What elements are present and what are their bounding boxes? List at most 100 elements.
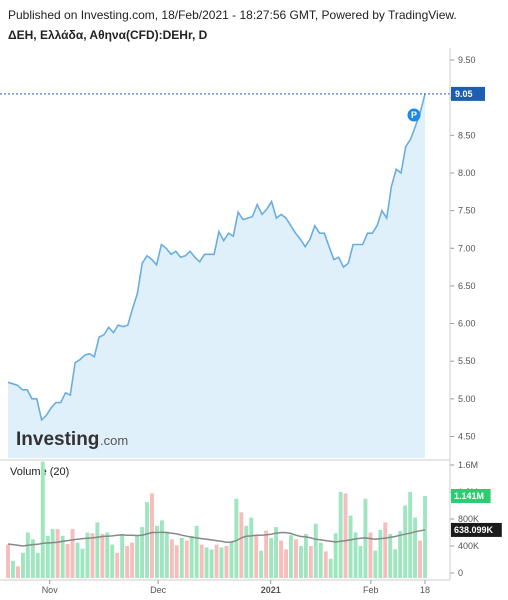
volume-bar [184,540,189,578]
price-line [7,93,426,422]
volume-axis[interactable]: 1.6M1.2M800K400K0 [450,460,479,578]
volume-bar [120,533,125,578]
volume-bar [403,505,408,578]
volume-bar [234,498,239,579]
volume-badges: 1.141M 638.099K [451,488,502,537]
volume-bar [408,492,413,578]
volume-bar [194,525,199,579]
price-tick-label: 9.50 [458,55,476,65]
volume-bar [160,520,164,578]
volume-bar [35,552,40,579]
logo-suffix: .com [100,433,128,448]
volume-bar [378,529,383,578]
volume-bar [219,547,224,578]
volume-bar [313,523,318,578]
volume-bar [100,533,105,578]
price-tick-label: 8.50 [458,130,476,140]
price-area [8,93,425,459]
price-tick-label: 6.00 [458,319,476,329]
volume-bar [224,546,229,578]
volume-bars [6,461,427,579]
volume-bar [254,535,259,578]
time-tick-label: 18 [420,585,430,595]
volume-bar [11,560,15,578]
volume-bar [110,544,115,578]
volume-bar [30,539,35,579]
volume-pane[interactable]: Volume (20) 1.6M1.2M800K400K0 1.141M638.… [6,460,502,579]
volume-bar [239,512,244,579]
volume-bar [150,493,154,578]
volume-bar [264,530,269,578]
volume-bar [179,537,184,578]
volume-bar [289,535,293,578]
volume-bar [209,549,214,578]
volume-bar [358,546,363,578]
volume-bar [6,544,10,578]
volume-bar [323,551,328,578]
volume-bar [145,502,149,578]
volume-bar [174,545,179,578]
last-price-badge: 9.05 [451,86,485,101]
volume-bar [294,539,298,579]
volume-bar [21,552,25,579]
price-pane[interactable]: 9.509.008.508.007.507.006.506.005.505.00… [0,55,485,459]
volume-bar [105,532,110,578]
volume-bar [214,544,219,578]
volume-bar [284,549,288,578]
volume-bar [95,522,100,578]
volume-bar [338,492,343,578]
volume-bar [343,493,348,578]
marker-p-label: P [411,110,417,120]
volume-bar [90,533,95,578]
price-axis[interactable]: 9.509.008.508.007.507.006.506.005.505.00… [450,55,476,442]
volume-badge [451,488,491,503]
time-axis[interactable]: Nov Dec 2021 Feb 18 [42,580,430,595]
volume-bar [259,550,264,578]
volume-bar [204,547,209,578]
volume-bar [135,535,139,578]
price-tick-label: 6.50 [458,281,476,291]
volume-bar [269,537,274,578]
price-tick-label: 5.00 [458,394,476,404]
volume-bar [383,522,388,578]
volume-bar [418,540,422,578]
volume-bar [353,532,358,578]
volume-bar [50,529,55,578]
volume-bar [229,542,234,578]
volume-bar [130,542,135,578]
investing-logo: Investing .com [16,429,128,450]
published-caption: Published on Investing.com, 18/Feb/2021 … [8,8,457,22]
time-tick-label: Dec [150,585,167,595]
volume-bar [373,550,378,578]
volume-bar [199,544,204,578]
price-tick-label: 7.00 [458,243,476,253]
price-tick-label: 5.50 [458,356,476,366]
volume-bar [189,535,194,578]
volume-title: Volume (20) [10,466,69,478]
volume-bar [308,546,313,578]
volume-bar [249,517,254,578]
volume-bar [333,533,338,578]
time-tick-label: Nov [42,585,59,595]
volume-bar [140,527,144,578]
volume-bar [45,535,50,578]
price-tick-label: 7.50 [458,206,476,216]
volume-bar [423,496,427,578]
volume-ma-line [7,529,426,547]
price-tick-label: 8.00 [458,168,476,178]
volume-tick-label: 1.6M [458,460,478,470]
volume-bar [60,535,65,578]
time-tick-label: Feb [363,585,379,595]
marker-p-icon[interactable]: P [407,108,421,122]
volume-bar [70,529,75,578]
logo-brand: Investing [16,429,99,450]
volume-badge-label: 1.141M [454,491,484,501]
volume-bar [40,461,45,578]
volume-bar [244,525,249,579]
volume-tick-label: 0 [458,568,463,578]
volume-bar [328,558,333,578]
volume-bar [16,566,20,579]
time-tick-label: 2021 [261,585,281,595]
volume-bar [388,533,393,578]
